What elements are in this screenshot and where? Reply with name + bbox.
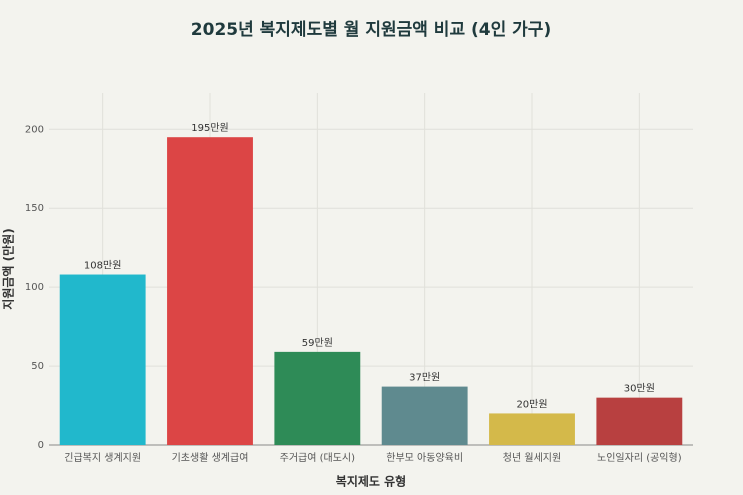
y-axis-label: 지원금액 (만원) bbox=[1, 228, 16, 309]
chart-title: 2025년 복지제도별 월 지원금액 비교 (4인 가구) bbox=[191, 20, 551, 40]
bar bbox=[167, 137, 253, 445]
y-tick-label: 200 bbox=[25, 124, 44, 135]
x-tick-label: 기초생활 생계급여 bbox=[172, 451, 249, 464]
bar bbox=[59, 274, 146, 445]
x-axis-label: 복지제도 유형 bbox=[336, 474, 406, 489]
x-tick-label: 주거급여 (대도시) bbox=[280, 452, 355, 464]
data-label: 59만원 bbox=[302, 337, 333, 349]
x-tick-label: 청년 월세지원 bbox=[503, 452, 561, 464]
bar bbox=[381, 386, 468, 445]
bar bbox=[274, 351, 361, 445]
bar bbox=[489, 413, 575, 445]
data-label: 30만원 bbox=[624, 383, 655, 395]
x-tick-label: 긴급복지 생계지원 bbox=[64, 452, 141, 464]
y-tick-label: 100 bbox=[25, 282, 44, 293]
y-tick-label: 150 bbox=[25, 203, 44, 214]
x-tick-label: 노인일자리 (공익형) bbox=[597, 452, 682, 464]
y-tick-label: 0 bbox=[38, 440, 44, 451]
x-tick-label: 한부모 아동양육비 bbox=[386, 452, 463, 464]
bar bbox=[596, 397, 683, 445]
data-label: 37만원 bbox=[409, 372, 440, 384]
y-tick-label: 50 bbox=[31, 361, 44, 372]
data-label: 20만원 bbox=[516, 398, 547, 410]
data-label: 195만원 bbox=[191, 122, 229, 134]
data-label: 108만원 bbox=[84, 260, 122, 272]
